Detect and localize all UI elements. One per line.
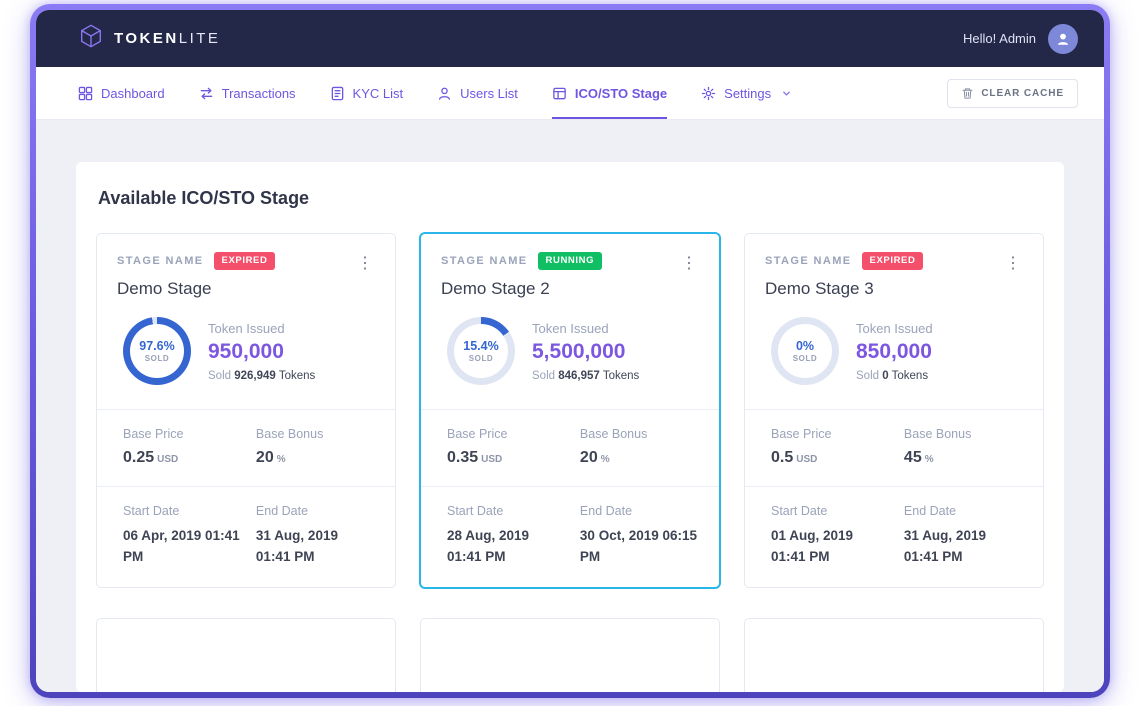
nav-item-users-list[interactable]: Users List <box>437 67 518 119</box>
base-bonus: Base Bonus 45% <box>903 427 972 466</box>
stage-card-demo-stage: STAGE NAME EXPIRED Demo Stage 97.6% <box>96 233 396 588</box>
token-issued-label: Token Issued <box>856 320 933 336</box>
clear-cache-label: CLEAR CACHE <box>981 87 1064 99</box>
app-window-frame: TOKENLITE Hello! Admin Dashboard <box>30 4 1110 698</box>
ico-sto-stage-icon <box>553 87 566 99</box>
sold-donut-chart: 0% SOLD <box>771 317 839 385</box>
status-badge: EXPIRED <box>861 252 924 270</box>
stage-card-partial <box>420 617 720 692</box>
stage-cards-row: STAGE NAME EXPIRED Demo Stage 97.6% <box>96 233 1044 588</box>
end-date: End Date 31 Aug, 2019 01:41 PM <box>903 504 986 564</box>
nav-label: Dashboard <box>101 85 165 101</box>
brand-logo[interactable]: TOKENLITE <box>78 23 220 54</box>
kebab-menu-icon[interactable] <box>351 252 379 299</box>
content-area: Available ICO/STO Stage STAGE NAME EXPIR… <box>36 120 1104 692</box>
stage-name: Demo Stage <box>117 279 212 298</box>
stage-name-label: STAGE NAME <box>765 255 852 267</box>
stage-name-label: STAGE NAME <box>441 255 528 267</box>
base-price: Base Price 0.25 USD <box>123 427 184 466</box>
nav-label: KYC List <box>352 85 404 101</box>
page-title: Available ICO/STO Stage <box>98 188 310 208</box>
user-avatar[interactable] <box>1048 23 1078 54</box>
settings-gear-icon <box>702 86 716 100</box>
status-badge: EXPIRED <box>213 252 276 270</box>
base-price: Base Price 0.35 USD <box>447 427 508 466</box>
nav-item-ico-sto-stage[interactable]: ICO/STO Stage <box>551 67 668 119</box>
sold-tokens-line: Sold 0 Tokens <box>856 369 929 382</box>
stage-name-label: STAGE NAME <box>117 255 204 267</box>
token-issued-label: Token Issued <box>532 320 609 336</box>
stage-card-partial <box>744 617 1044 692</box>
stage-card-demo-stage-3: STAGE NAME EXPIRED Demo Stage 3 0% <box>744 233 1044 588</box>
end-date: End Date 31 Aug, 2019 01:41 PM <box>255 504 338 564</box>
nav-label: Transactions <box>221 85 296 101</box>
sold-donut-chart: 97.6% SOLD <box>123 317 191 385</box>
start-date: Start Date 28 Aug, 2019 01:41 PM <box>447 504 530 564</box>
users-list-icon <box>439 87 451 100</box>
transactions-icon <box>200 87 212 99</box>
sold-percent: 0% <box>795 339 815 353</box>
dashboard-icon <box>78 86 93 100</box>
top-bar: TOKENLITE Hello! Admin <box>36 10 1104 67</box>
nav-item-kyc-list[interactable]: KYC List <box>330 67 404 119</box>
kebab-menu-icon[interactable] <box>999 252 1027 299</box>
clear-cache-button[interactable]: CLEAR CACHE <box>947 78 1078 108</box>
base-bonus: Base Bonus 20% <box>255 427 324 466</box>
nav-label: Settings <box>724 85 772 101</box>
sold-caption: SOLD <box>792 354 818 363</box>
nav-item-transactions[interactable]: Transactions <box>199 67 296 119</box>
token-issued-value: 5,500,000 <box>532 339 626 363</box>
kyc-list-icon <box>331 86 343 100</box>
sold-tokens-line: Sold 926,949 Tokens <box>208 369 316 382</box>
person-icon <box>1057 33 1069 45</box>
sold-percent: 97.6% <box>139 339 175 353</box>
trash-icon <box>962 87 973 99</box>
chevron-down-icon <box>783 91 791 95</box>
token-issued-value: 950,000 <box>208 339 284 363</box>
base-price: Base Price 0.5 USD <box>771 427 832 466</box>
start-date: Start Date 06 Apr, 2019 01:41 PM <box>123 504 240 564</box>
status-badge: RUNNING <box>537 252 603 270</box>
brand-name: TOKENLITE <box>114 30 221 47</box>
main-nav: Dashboard Transactions KYC List Users Li… <box>36 67 1104 120</box>
nav-label: Users List <box>460 85 518 101</box>
stage-card-demo-stage-2: STAGE NAME RUNNING Demo Stage 2 15.4% <box>420 233 720 588</box>
tokenlite-cube-icon <box>78 23 104 54</box>
stages-panel: Available ICO/STO Stage STAGE NAME EXPIR… <box>76 162 1064 692</box>
end-date: End Date 30 Oct, 2019 06:15 PM <box>579 504 698 564</box>
stage-name: Demo Stage 2 <box>441 279 550 298</box>
sold-tokens-line: Sold 846,957 Tokens <box>532 369 640 382</box>
stage-name: Demo Stage 3 <box>765 279 874 298</box>
app-window: TOKENLITE Hello! Admin Dashboard <box>36 10 1104 692</box>
sold-caption: SOLD <box>468 354 494 363</box>
kebab-menu-icon[interactable] <box>675 252 703 299</box>
stage-card-partial <box>96 617 396 692</box>
sold-percent: 15.4% <box>463 339 499 353</box>
next-cards-row <box>96 617 1044 692</box>
nav-item-dashboard[interactable]: Dashboard <box>78 67 165 119</box>
token-issued-label: Token Issued <box>208 320 285 336</box>
sold-donut-chart: 15.4% SOLD <box>447 317 515 385</box>
nav-label: ICO/STO Stage <box>574 85 668 101</box>
base-bonus: Base Bonus 20% <box>579 427 648 466</box>
nav-item-settings[interactable]: Settings <box>701 67 792 119</box>
sold-caption: SOLD <box>144 354 170 363</box>
start-date: Start Date 01 Aug, 2019 01:41 PM <box>771 504 854 564</box>
token-issued-value: 850,000 <box>856 339 932 363</box>
greeting-text: Hello! Admin <box>963 31 1036 46</box>
